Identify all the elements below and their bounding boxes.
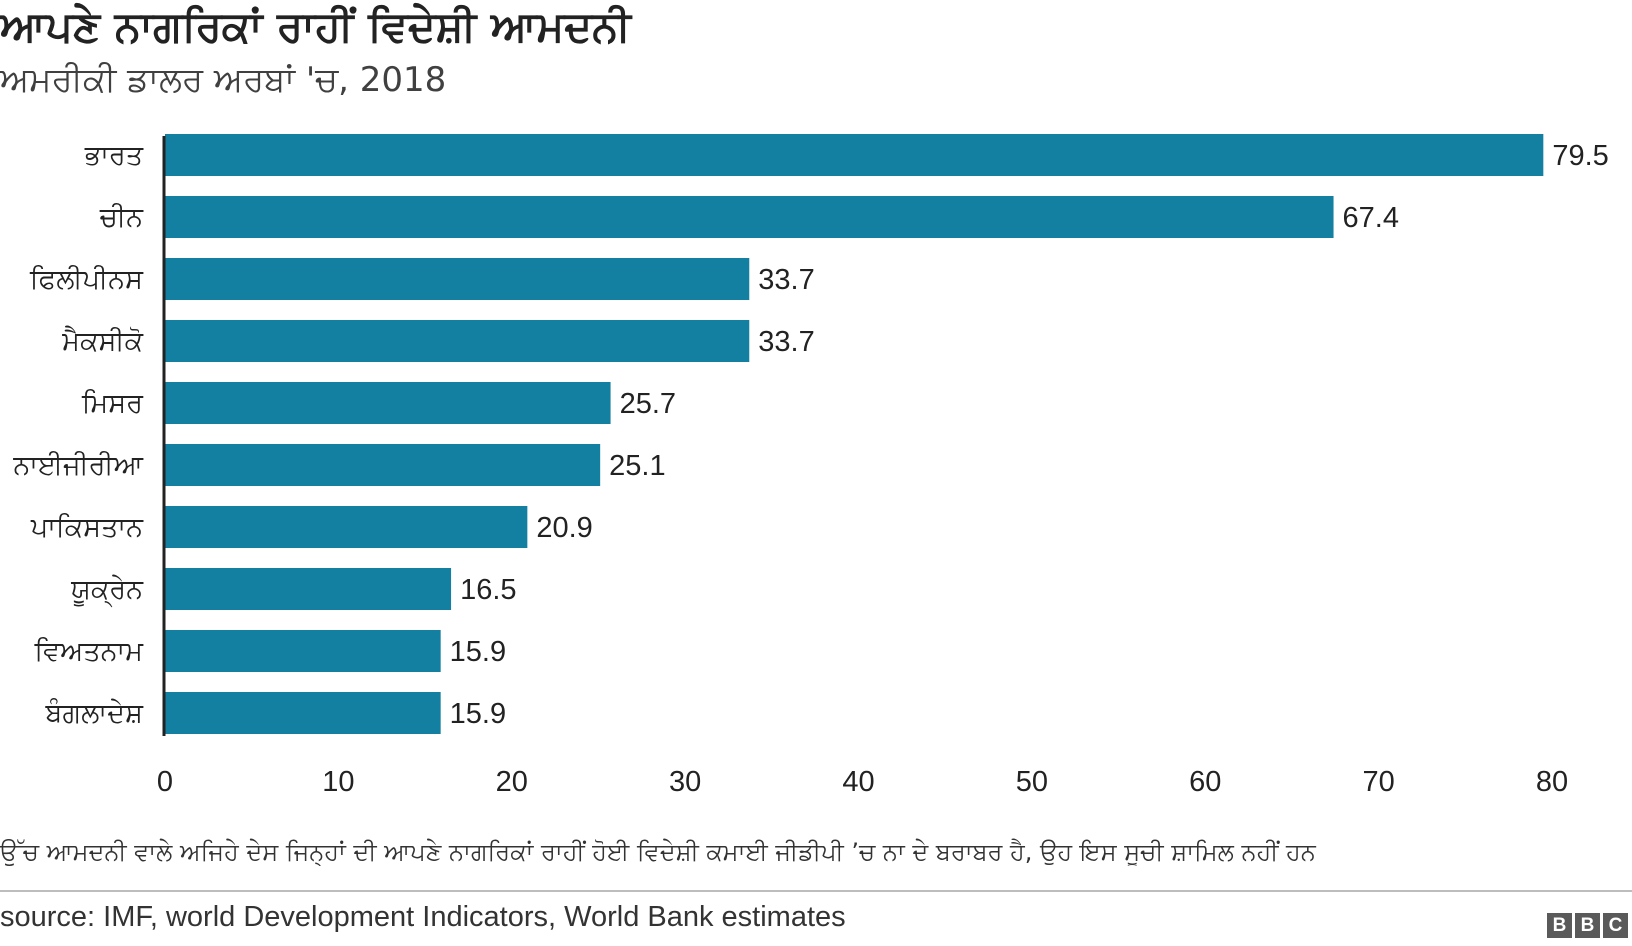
bbc-logo: B B C [1547,913,1628,938]
value-label: 15.9 [450,698,506,730]
bar [165,568,452,610]
category-label: ਭਾਰਤ [84,140,144,170]
x-tick-label: 40 [842,766,874,798]
bar-chart: ਭਾਰਤ 79.5 ਚੀਨ 67.4 ਫਿਲੀਪੀਨਸ 33.7 ਮੈਕਸੀਕੋ 33.7 ਮਿ… [12,134,1609,798]
x-tick-label: 70 [1362,766,1394,798]
bar [165,258,750,300]
x-tick-label: 10 [322,766,354,798]
value-label: 15.9 [450,636,506,668]
category-label: ਮਿਸਰ [81,388,144,418]
x-tick-label: 0 [157,766,173,798]
category-label: ਪਾਕਿਸਤਾਨ [30,512,144,542]
source-text: source: IMF, world Development Indicator… [0,901,846,933]
bar [165,382,611,424]
value-label: 20.9 [536,512,592,544]
value-label: 16.5 [460,574,516,606]
value-label: 25.1 [609,450,665,482]
bar [165,506,528,548]
bar [165,134,1544,176]
bar [165,444,601,486]
bar [165,320,750,362]
logo-letter: B [1547,913,1572,938]
value-label: 79.5 [1552,140,1608,172]
chart-title: ਆਪਣੇ ਨਾਗਰਿਕਾਂ ਰਾਹੀਂ ਵਿਦੇਸ਼ੀ ਆਮਦਨੀ [0,2,631,51]
value-label: 33.7 [758,264,814,296]
footer-divider [0,890,1632,892]
category-label: ਬੰਗਲਾਦੇਸ਼ [45,698,144,728]
value-label: 33.7 [758,326,814,358]
x-tick-label: 80 [1536,766,1568,798]
value-label: 67.4 [1343,202,1399,234]
logo-letter: C [1603,913,1628,938]
bar [165,630,441,672]
category-label: ਚੀਨ [99,202,144,232]
bar [165,692,441,734]
x-tick-label: 20 [496,766,528,798]
x-tick-label: 30 [669,766,701,798]
category-label: ਮੈਕਸੀਕੋ [61,326,143,356]
footnote: ਉੱਚ ਆਮਦਨੀ ਵਾਲੇ ਅਜਿਹੇ ਦੇਸ ਜਿਨ੍ਹਾਂ ਦੀ ਆਪਣੇ… [0,838,1316,866]
value-label: 25.7 [620,388,676,420]
category-label: ਵਿਅਤਨਾਮ [34,636,145,666]
logo-letter: B [1575,913,1600,938]
category-label: ਨਾਈਜੀਰੀਆ [12,450,143,480]
category-label: ਯੂਕ੍ਰੇਨ [70,574,144,607]
chart-subtitle: ਅਮਰੀਕੀ ਡਾਲਰ ਅਰਬਾਂ 'ਚ, 2018 [0,60,447,100]
x-tick-label: 50 [1016,766,1048,798]
x-tick-label: 60 [1189,766,1221,798]
bar [165,196,1334,238]
category-label: ਫਿਲੀਪੀਨਸ [29,264,144,294]
